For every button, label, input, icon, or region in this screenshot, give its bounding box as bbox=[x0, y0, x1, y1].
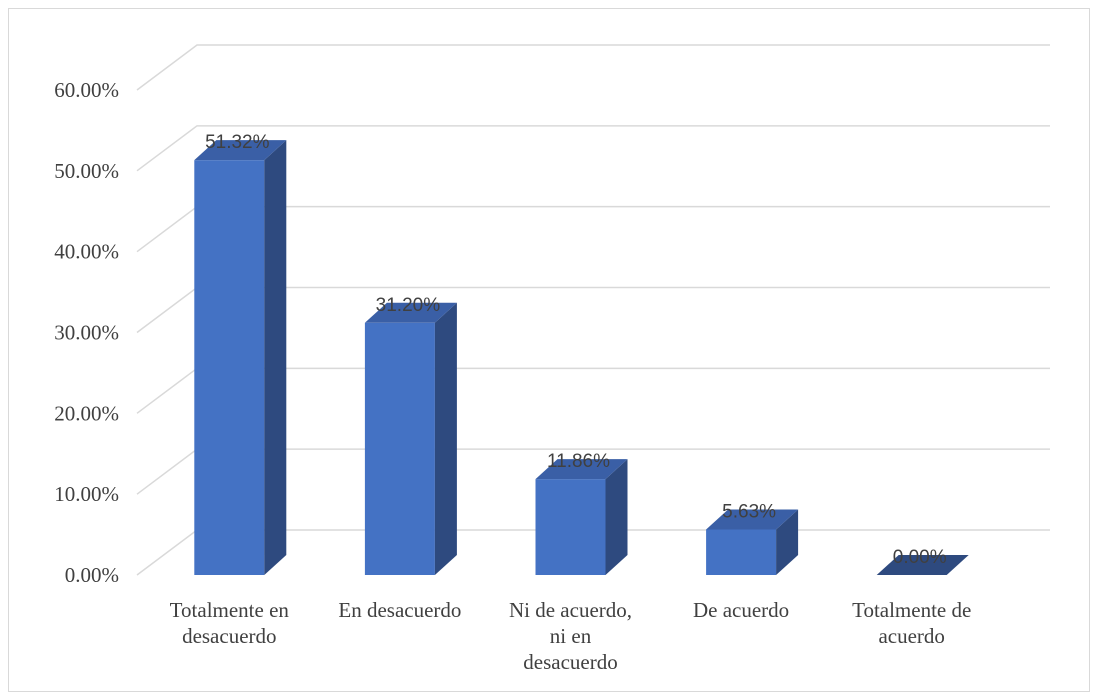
gridline bbox=[136, 44, 1050, 91]
bar bbox=[364, 302, 457, 575]
bar-front bbox=[364, 322, 435, 575]
bar-top bbox=[194, 140, 287, 161]
data-label: 51.32% bbox=[205, 132, 270, 153]
data-label: 31.20% bbox=[376, 295, 441, 316]
data-label: 5.63% bbox=[722, 501, 776, 522]
x-tick-label: Totalmente de acuerdo bbox=[852, 598, 971, 648]
bar-front bbox=[535, 479, 606, 575]
bars bbox=[194, 140, 969, 575]
y-tick-label: 0.00% bbox=[65, 563, 119, 587]
bar-side bbox=[434, 302, 457, 575]
chart-frame bbox=[8, 8, 1090, 692]
y-tick-label: 50.00% bbox=[54, 159, 119, 183]
bar-top bbox=[364, 302, 457, 323]
y-tick-label: 10.00% bbox=[54, 482, 119, 506]
bar-side bbox=[605, 459, 628, 575]
y-tick-label: 20.00% bbox=[54, 401, 119, 425]
y-axis-ticks: 0.00% 10.00% 20.00% 30.00% 40.00% 50.00% 60.00… bbox=[54, 78, 119, 587]
x-tick-label: Totalmente en desacuerdo bbox=[170, 598, 290, 648]
data-label: 11.86% bbox=[547, 451, 610, 472]
bar bbox=[706, 509, 799, 575]
bar bbox=[876, 555, 969, 575]
data-labels: 51.32% 31.20% 11.86% 5.63% 0.00% bbox=[205, 132, 947, 568]
x-tick-label: Ni de acuerdo, ni en desacuerdo bbox=[509, 598, 632, 674]
data-label: 0.00% bbox=[893, 547, 947, 568]
bar-side bbox=[776, 509, 799, 575]
bar-front bbox=[706, 529, 777, 575]
y-tick-label: 30.00% bbox=[54, 321, 119, 345]
x-tick-label: En desacuerdo bbox=[338, 598, 461, 622]
bar-front bbox=[194, 160, 265, 575]
bar bbox=[194, 140, 287, 575]
x-axis-ticks: Totalmente en desacuerdo En desacuerdo Ni d… bbox=[170, 598, 972, 674]
bar-side bbox=[264, 140, 287, 575]
bar-top bbox=[706, 509, 799, 530]
gridline bbox=[136, 125, 1050, 172]
bar-top bbox=[535, 459, 628, 480]
y-tick-label: 40.00% bbox=[54, 240, 119, 264]
bar bbox=[535, 459, 628, 575]
x-tick-label: De acuerdo bbox=[693, 598, 789, 622]
bar-top bbox=[876, 555, 969, 575]
y-tick-label: 60.00% bbox=[54, 78, 119, 102]
